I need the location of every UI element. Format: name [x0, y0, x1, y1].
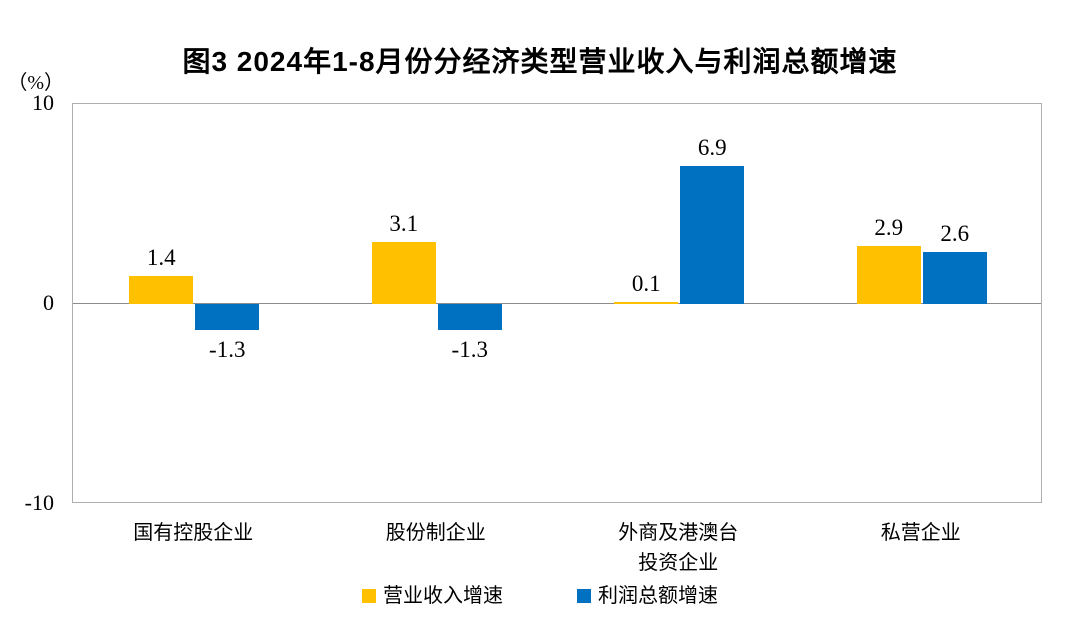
- bar-value-label: 2.6: [940, 221, 970, 246]
- legend: 营业收入增速 利润总额增速: [0, 584, 1080, 608]
- chart-title: 图3 2024年1-8月份分经济类型营业收入与利润总额增速: [182, 46, 898, 77]
- legend-swatch-profit-icon: [577, 589, 591, 603]
- revenue-growth-bar: [856, 246, 921, 304]
- x-axis-category-label: 外商及港澳台 投资企业: [618, 522, 739, 574]
- legend-item-revenue-growth: 营业收入增速: [362, 584, 503, 608]
- y-axis-tick-label: -10: [24, 490, 54, 515]
- profit-growth-bar: [195, 304, 260, 330]
- profit-growth-bar: [680, 166, 745, 304]
- bar-value-label: 3.1: [389, 211, 419, 236]
- bar-value-label: 6.9: [697, 135, 727, 160]
- zero-gridline: [73, 303, 1041, 304]
- y-axis-unit-label: （%）: [7, 72, 64, 94]
- revenue-growth-bar: [614, 302, 679, 304]
- profit-growth-bar: [922, 252, 987, 304]
- bar-value-label: -1.3: [209, 337, 246, 362]
- plot-area: 1.4 -1.3 3.1 -1.3 0.1 6.9 2.9 2.6: [72, 103, 1042, 503]
- bar-value-label: 1.4: [146, 245, 176, 270]
- legend-label: 利润总额增速: [598, 585, 718, 607]
- x-axis-category-label: 国有控股企业: [133, 522, 254, 544]
- legend-swatch-revenue-icon: [362, 589, 376, 603]
- bar-value-label: -1.3: [451, 337, 488, 362]
- legend-label: 营业收入增速: [383, 585, 503, 607]
- legend-item-profit-growth: 利润总额增速: [577, 584, 718, 608]
- bar-value-label: 0.1: [631, 271, 661, 296]
- x-axis-category-label: 私营企业: [880, 522, 961, 544]
- y-axis-tick-label: 10: [32, 90, 54, 115]
- bar-value-label: 2.9: [874, 215, 904, 240]
- profit-growth-bar: [437, 304, 502, 330]
- y-axis-tick-label: 0: [43, 290, 54, 315]
- revenue-growth-bar: [371, 242, 436, 304]
- revenue-growth-bar: [129, 276, 194, 304]
- x-axis-category-label: 股份制企业: [385, 522, 486, 544]
